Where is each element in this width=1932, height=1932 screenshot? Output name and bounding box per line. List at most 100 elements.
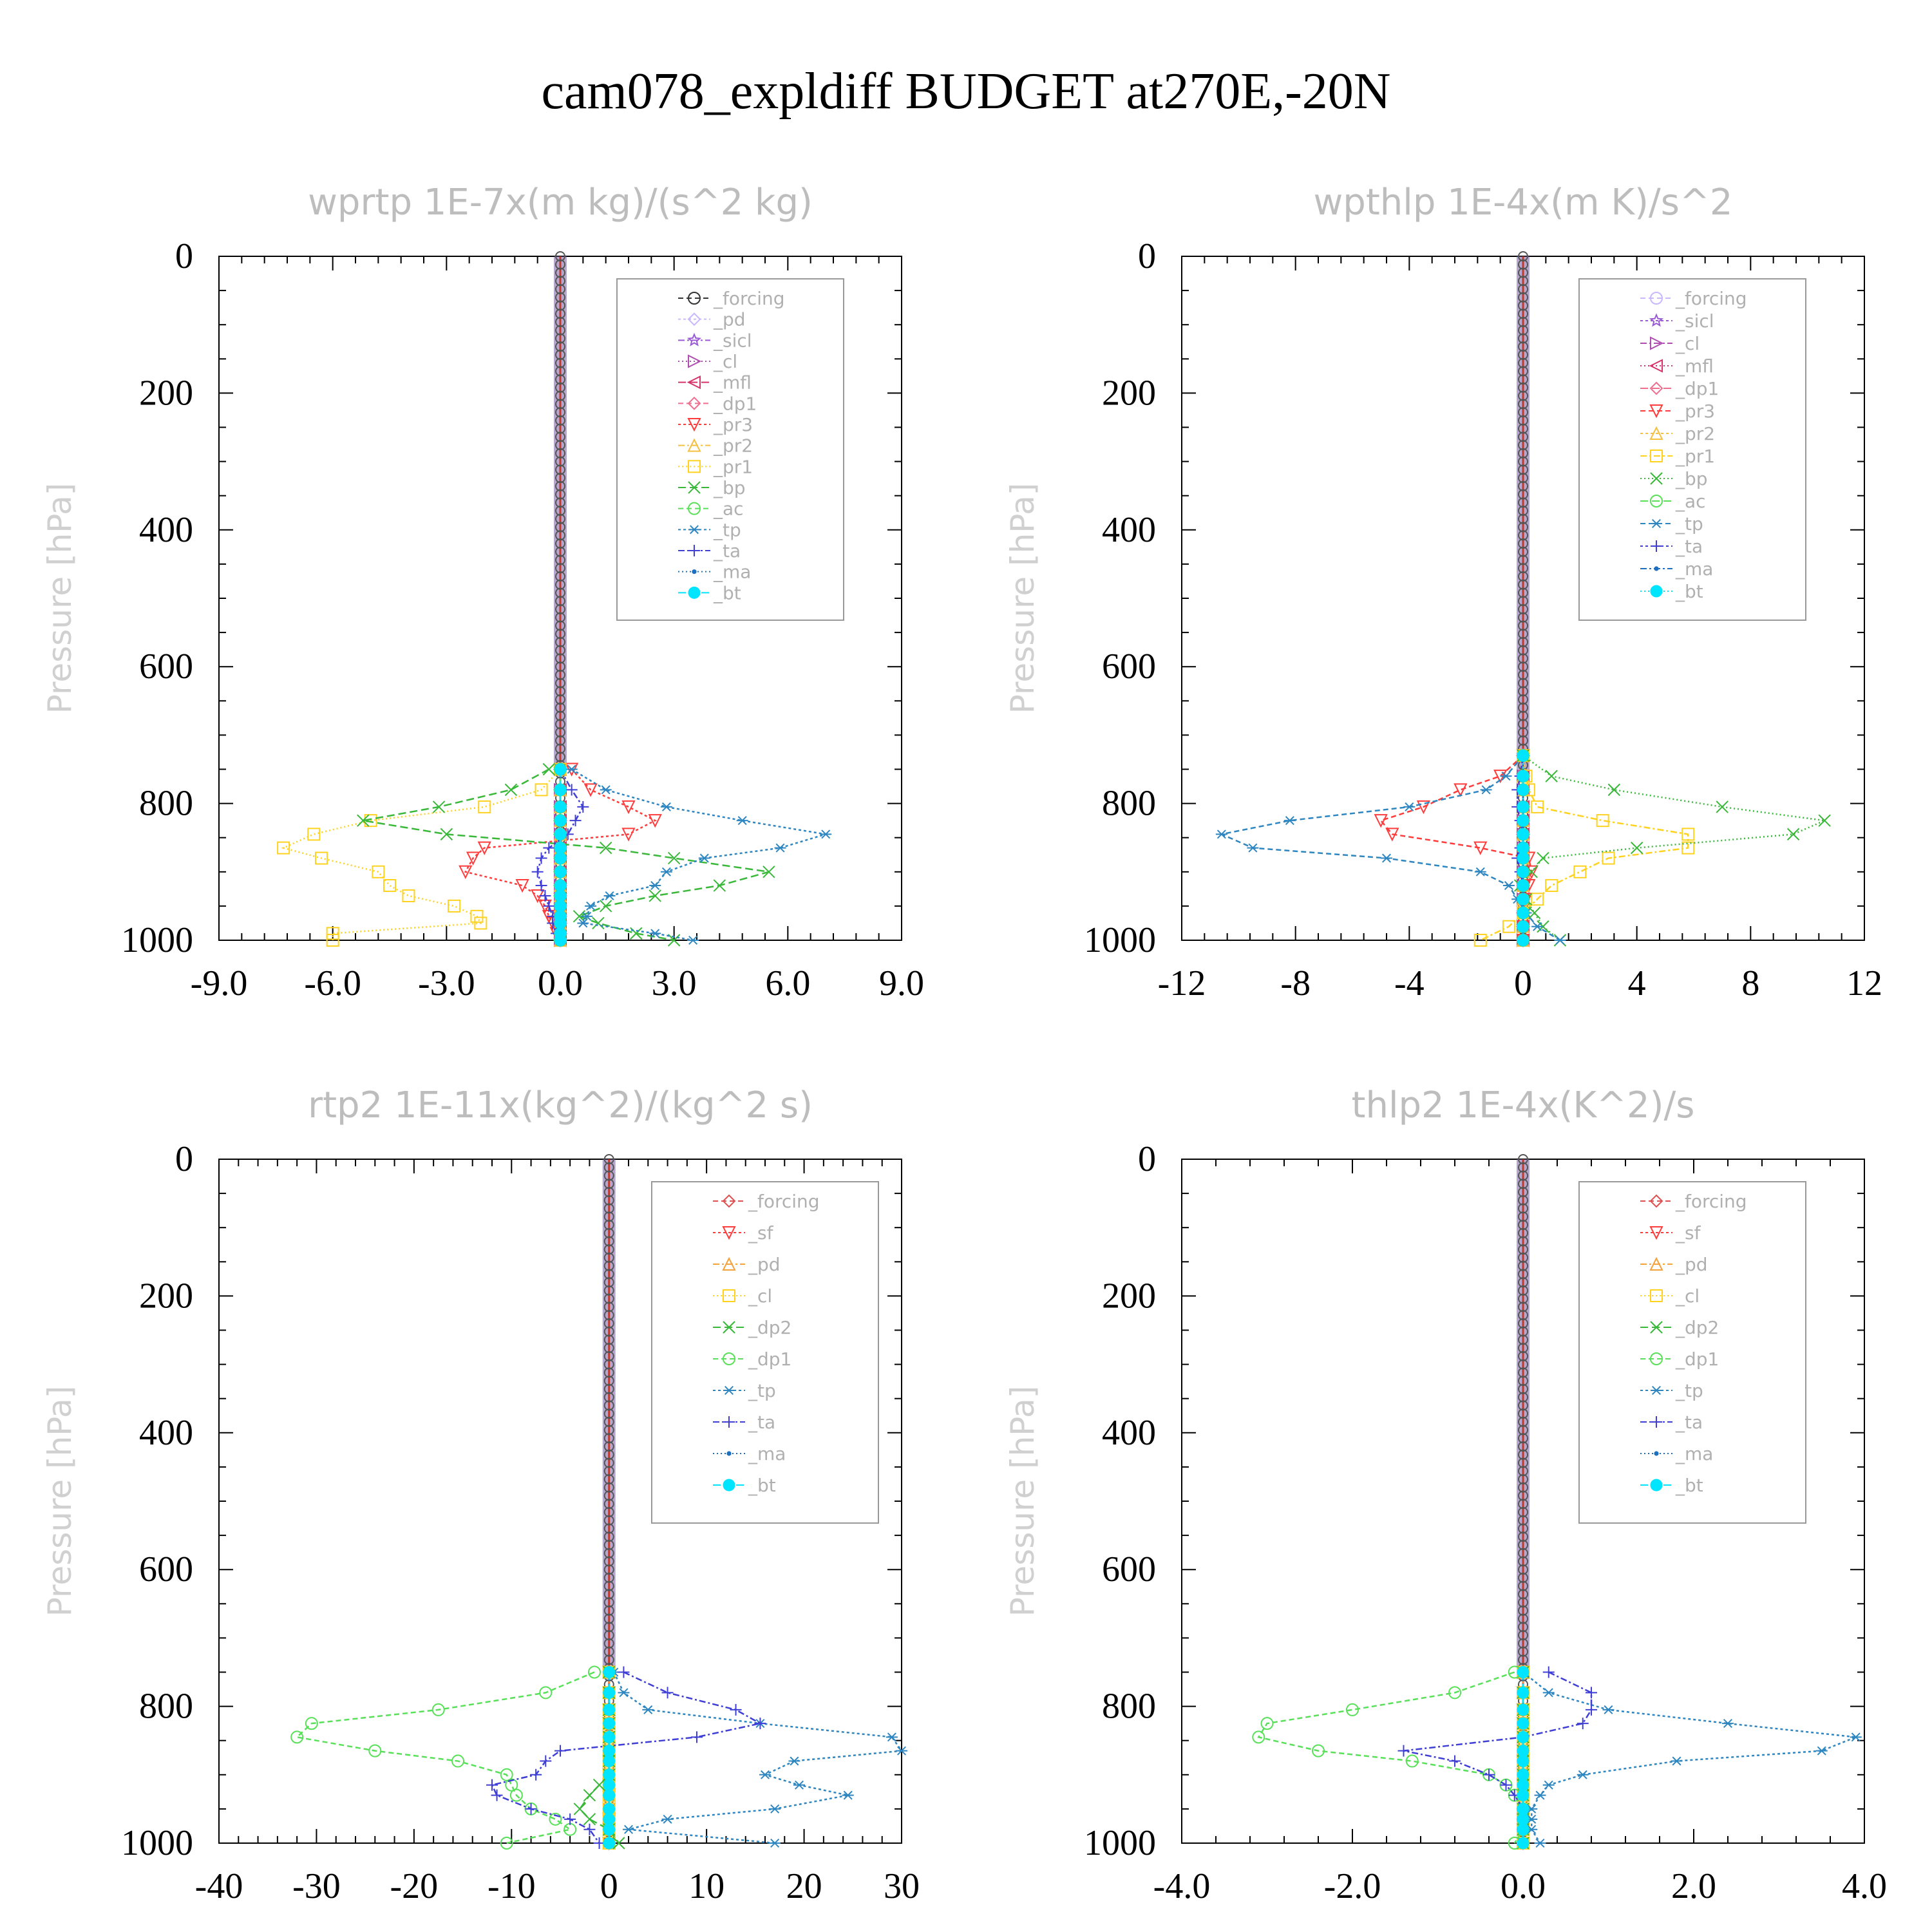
legend-marker — [723, 1352, 735, 1365]
data-point — [1542, 1780, 1555, 1790]
data-point — [1517, 879, 1530, 892]
legend-box — [616, 278, 844, 621]
legend-entry: _ma — [1675, 558, 1713, 580]
data-point — [307, 828, 321, 841]
data-point — [1681, 841, 1695, 855]
zero-marker — [1518, 1277, 1528, 1288]
zero-marker — [555, 374, 565, 385]
zero-marker — [1518, 308, 1528, 319]
zero-marker — [1518, 1466, 1528, 1477]
zero-marker — [603, 1310, 614, 1321]
zero-marker — [603, 1605, 614, 1616]
data-point — [542, 762, 556, 776]
zero-marker — [1518, 341, 1528, 352]
zero-marker — [1518, 1572, 1528, 1583]
legend-marker — [1650, 585, 1663, 598]
zero-marker — [1518, 661, 1528, 672]
zero-marker — [1518, 1416, 1528, 1427]
legend-entry: _ac — [1675, 491, 1706, 512]
data-point — [754, 1718, 766, 1730]
zero-marker — [1518, 464, 1528, 475]
data-point — [698, 853, 710, 863]
zero-marker — [1518, 1482, 1528, 1493]
data-point — [592, 916, 605, 930]
zero-marker — [1518, 694, 1528, 705]
zero-marker — [1518, 1425, 1528, 1435]
data-point — [515, 879, 529, 893]
data-point — [1500, 1779, 1512, 1791]
data-point — [1545, 770, 1558, 782]
data-point — [667, 934, 681, 947]
zero-marker — [1518, 1236, 1528, 1247]
data-point — [431, 1703, 445, 1716]
data-point — [1474, 867, 1486, 876]
legend-marker — [1654, 566, 1659, 571]
zero-marker — [603, 1236, 614, 1247]
legend-entry: _forcing — [1675, 288, 1747, 309]
zero-marker — [1518, 620, 1528, 631]
legend-entry: _forcing — [1675, 1191, 1747, 1212]
zero-marker — [603, 1162, 614, 1173]
legend-marker — [723, 1479, 735, 1492]
legend: _forcing _sf _pd _cl _dp2 _dp1 _tp _ta _ma _bt — [651, 1181, 879, 1524]
data-point — [577, 800, 589, 813]
zero-marker — [555, 283, 565, 294]
zero-marker — [555, 636, 565, 647]
data-point — [623, 1824, 634, 1834]
zero-marker — [555, 677, 565, 688]
zero-marker — [1518, 1285, 1528, 1296]
zero-marker — [603, 1408, 614, 1419]
zero-marker — [1518, 1334, 1528, 1345]
zero-marker — [1518, 1219, 1528, 1230]
data-point — [1449, 1755, 1461, 1767]
zero-marker — [555, 686, 565, 697]
zero-marker — [1518, 1359, 1528, 1370]
zero-marker — [603, 1186, 614, 1197]
legend: _forcing _sf _pd _cl _dp2 _dp1 _tp _ta _ma _bt — [1578, 1181, 1806, 1524]
panel-title: thlp2 1E-4x(K^2)/s — [1352, 1084, 1695, 1126]
zero-marker — [603, 1260, 614, 1271]
data-point — [581, 911, 593, 921]
y-tick-label: 1000 — [121, 920, 193, 960]
zero-marker — [1518, 1654, 1528, 1665]
zero-marker — [1518, 1597, 1528, 1608]
zero-marker — [1518, 1539, 1528, 1550]
zero-marker — [555, 669, 565, 680]
x-tick-label: -40 — [195, 1866, 243, 1906]
data-point — [1517, 1755, 1530, 1768]
zero-marker — [603, 1425, 614, 1435]
legend-entry: _cl — [1675, 333, 1700, 354]
legend-entry: _ma — [748, 1443, 786, 1464]
legend-entry: _pr3 — [1675, 401, 1715, 422]
legend-entry: _ta — [1675, 536, 1703, 557]
x-tick-label: 6.0 — [765, 963, 810, 1003]
data-point — [1815, 1746, 1828, 1756]
legend-marker — [1649, 1256, 1663, 1271]
data-point — [1283, 816, 1296, 826]
data-point — [588, 1665, 601, 1679]
x-tick-label: 0 — [600, 1866, 618, 1906]
zero-marker — [1518, 251, 1528, 261]
zero-marker — [1518, 1523, 1528, 1534]
data-point — [1517, 1823, 1530, 1836]
data-point — [759, 1770, 771, 1779]
data-point — [1517, 1703, 1530, 1716]
zero-marker — [603, 1318, 614, 1329]
chart-panels: wprtp 1E-7x(m kg)/(s^2 kg) Pressure [hPa]… — [41, 182, 1887, 1906]
zero-marker — [1518, 390, 1528, 401]
data-point — [600, 785, 612, 795]
y-tick-label: 400 — [139, 510, 193, 550]
zero-marker — [1518, 1474, 1528, 1485]
zero-marker — [603, 1252, 614, 1263]
data-point — [774, 843, 786, 853]
panel-title: wpthlp 1E-4x(m K)/s^2 — [1313, 182, 1732, 223]
legend-entry: _forcing — [748, 1191, 820, 1212]
legend-marker — [726, 1451, 732, 1456]
zero-marker — [555, 308, 565, 319]
zero-marker — [1518, 259, 1528, 270]
zero-marker — [555, 661, 565, 672]
data-point — [565, 784, 578, 796]
data-point — [769, 1838, 781, 1848]
zero-marker — [555, 620, 565, 631]
